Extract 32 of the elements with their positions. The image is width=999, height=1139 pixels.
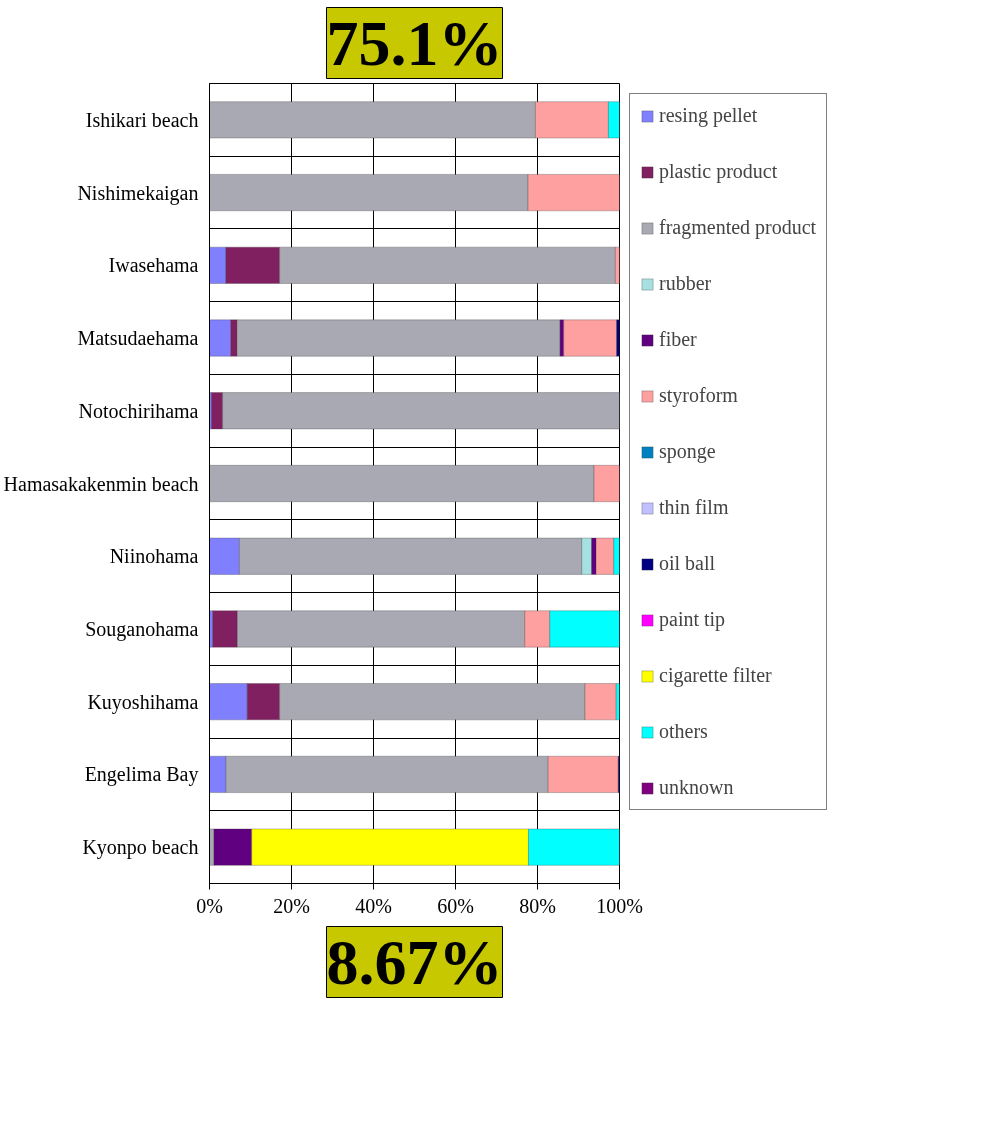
x-tick-label: 80% xyxy=(519,894,556,917)
legend-label: paint tip xyxy=(659,608,726,631)
y-tick-label: Kyonpo beach xyxy=(82,836,199,860)
text: 8.67% xyxy=(326,926,503,998)
y-tick-label: Iwasehama xyxy=(108,254,199,277)
legend-label: fiber xyxy=(659,328,697,351)
x-tick-label: 60% xyxy=(437,894,474,917)
legend-label: plastic product xyxy=(659,160,778,183)
y-tick-label: Engelima Bay xyxy=(84,763,199,787)
y-tick-label: Kuyoshihama xyxy=(87,690,199,714)
legend-label: rubber xyxy=(659,272,712,295)
y-tick-label: Matsudaehama xyxy=(77,327,199,350)
legend-label: unknown xyxy=(659,776,734,799)
legend-label: oil ball xyxy=(659,552,716,575)
legend-label: cigarette filter xyxy=(659,664,772,687)
y-tick-label: Ishikari beach xyxy=(85,108,199,131)
x-tick-label: 0% xyxy=(196,894,223,917)
y-tick-label: Notochirihama xyxy=(78,399,199,422)
text: 75.1% xyxy=(326,7,503,79)
y-tick-label: Souganohama xyxy=(85,617,199,641)
legend-label: others xyxy=(659,720,708,743)
y-tick-label: Niinohama xyxy=(109,545,199,568)
x-tick-label: 100% xyxy=(596,894,643,917)
y-tick-label: Nishimekaigan xyxy=(77,181,199,205)
x-tick-label: 40% xyxy=(355,894,392,917)
legend-label: fragmented product xyxy=(659,216,817,239)
legend-label: sponge xyxy=(659,440,716,463)
legend-label: thin film xyxy=(659,496,729,519)
y-tick-label: Hamasakakenmin beach xyxy=(3,472,199,495)
x-tick-label: 20% xyxy=(273,894,310,917)
legend-label: styroform xyxy=(659,384,738,407)
legend-label: resing pellet xyxy=(659,104,758,127)
